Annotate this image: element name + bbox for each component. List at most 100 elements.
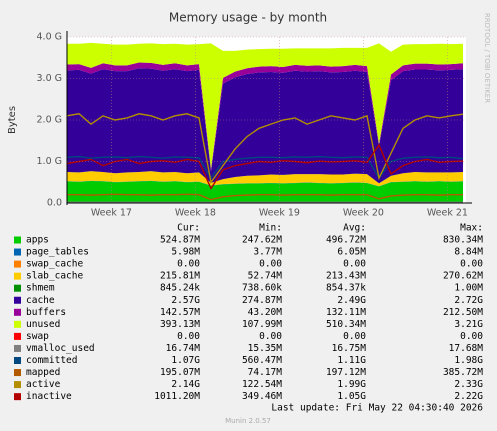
legend-stat: 385.72M — [443, 367, 483, 378]
legend-stat: 15.35M — [248, 343, 283, 354]
area-series — [67, 171, 463, 187]
legend-label: cache — [26, 295, 55, 306]
legend-stat: 16.74M — [166, 343, 201, 354]
y-tick-label: 3.0 G — [37, 73, 63, 84]
legend-label: vmalloc_used — [26, 343, 95, 354]
legend-stat: 17.68M — [449, 343, 484, 354]
legend-stat: 16.75M — [332, 343, 367, 354]
legend-stat: 845.24k — [160, 283, 200, 294]
legend-stat: 0.00 — [460, 259, 483, 270]
legend-stat: 8.84M — [454, 247, 483, 258]
legend-stat: 215.81M — [160, 271, 200, 282]
area-series — [67, 181, 463, 203]
legend-label: shmem — [26, 283, 55, 294]
area-series — [67, 42, 463, 170]
legend-swatch — [14, 260, 21, 268]
legend-stat: 738.60k — [242, 283, 282, 294]
legend-swatch — [14, 284, 21, 292]
legend-swatch — [14, 236, 21, 244]
legend-stat: 393.13M — [160, 319, 200, 330]
legend-stat: 2.33G — [454, 379, 483, 390]
legend-label: apps — [26, 235, 49, 246]
legend-swatch — [14, 369, 21, 377]
legend-label: committed — [26, 355, 77, 366]
legend-label: active — [26, 379, 61, 390]
legend-stat: 274.87M — [242, 295, 282, 306]
legend-label: slab_cache — [26, 271, 83, 282]
legend-stat: 1011.20M — [154, 391, 200, 402]
legend-stat: 74.17M — [248, 367, 283, 378]
legend-label: inactive — [26, 391, 72, 402]
y-tick-label: 4.0 G — [37, 32, 63, 43]
legend-swatch — [14, 332, 21, 340]
legend-swatch — [14, 357, 21, 364]
line-series — [66, 155, 464, 180]
legend-stat: 43.20M — [248, 307, 283, 318]
x-tick-label: Week 21 — [427, 208, 468, 219]
line-series — [66, 113, 464, 184]
line-series — [67, 193, 463, 201]
legend-stat: 3.77M — [253, 247, 282, 258]
watermark: RRDTOOL / TOBI OETIKER — [483, 13, 491, 103]
legend-stat: 830.34M — [443, 235, 483, 246]
legend-stat: 212.50M — [443, 307, 483, 318]
legend-swatch — [14, 272, 21, 280]
legend-stat: 5.98M — [171, 247, 200, 258]
area-series — [67, 171, 463, 184]
last-update: Last update: Fri May 22 04:30:40 2026 — [271, 403, 483, 414]
legend-label: buffers — [26, 307, 66, 318]
legend-column-header: Avg: — [343, 223, 366, 234]
y-tick-label: 0.0 — [47, 198, 62, 209]
legend-stat: 0.00 — [259, 259, 282, 270]
legend-swatch — [14, 393, 21, 401]
legend-swatch — [14, 308, 21, 316]
y-tick-label: 1.0 G — [37, 156, 63, 167]
legend-stat: 197.12M — [326, 367, 366, 378]
legend-stat: 510.34M — [326, 319, 366, 330]
legend-swatch — [14, 381, 21, 389]
legend-stat: 0.00 — [343, 331, 366, 342]
x-tick-label: Week 17 — [91, 208, 132, 219]
x-tick-label: Week 20 — [343, 208, 384, 219]
legend-stat: 524.87M — [160, 235, 200, 246]
legend-swatch — [14, 344, 21, 352]
legend-stat: 2.14G — [171, 379, 200, 390]
y-axis-label: Bytes — [7, 106, 18, 134]
legend-stat: 1.05G — [337, 391, 366, 402]
legend-stat: 854.37k — [326, 283, 366, 294]
legend-swatch — [14, 248, 21, 256]
legend-stat: 142.57M — [160, 307, 200, 318]
legend-label: swap — [26, 331, 49, 342]
legend-stat: 349.46M — [242, 391, 282, 402]
chart-title: Memory usage - by month — [169, 11, 327, 25]
legend-stat: 2.57G — [171, 295, 200, 306]
legend-column-header: Max: — [460, 223, 483, 234]
y-tick-label: 2.0 G — [37, 115, 63, 126]
x-tick-label: Week 18 — [175, 208, 216, 219]
legend-stat: 1.99G — [337, 379, 366, 390]
legend-stat: 1.07G — [171, 355, 200, 366]
legend-stat: 107.99M — [242, 319, 282, 330]
legend-label: swap_cache — [26, 259, 83, 270]
legend-stat: 213.43M — [326, 271, 366, 282]
legend-stat: 2.49G — [337, 295, 366, 306]
legend-stat: 1.98G — [454, 355, 483, 366]
legend-stat: 3.21G — [454, 319, 483, 330]
legend-stat: 496.72M — [326, 235, 366, 246]
legend-column-header: Cur: — [177, 223, 200, 234]
legend-stat: 6.05M — [337, 247, 366, 258]
x-tick-label: Week 19 — [259, 208, 300, 219]
legend-stat: 1.00M — [454, 283, 483, 294]
legend-stat: 122.54M — [242, 379, 282, 390]
legend-stat: 195.07M — [160, 367, 200, 378]
legend-stat: 0.00 — [460, 331, 483, 342]
legend-stat: 270.62M — [443, 271, 483, 282]
legend-stat: 132.11M — [326, 307, 366, 318]
legend-stat: 0.00 — [343, 259, 366, 270]
legend-stat: 2.72G — [454, 295, 483, 306]
legend-stat: 1.11G — [337, 355, 366, 366]
legend-stat: 0.00 — [177, 259, 200, 270]
legend-column-header: Min: — [259, 223, 282, 234]
legend-label: mapped — [26, 367, 60, 378]
legend-stat: 0.00 — [259, 331, 282, 342]
